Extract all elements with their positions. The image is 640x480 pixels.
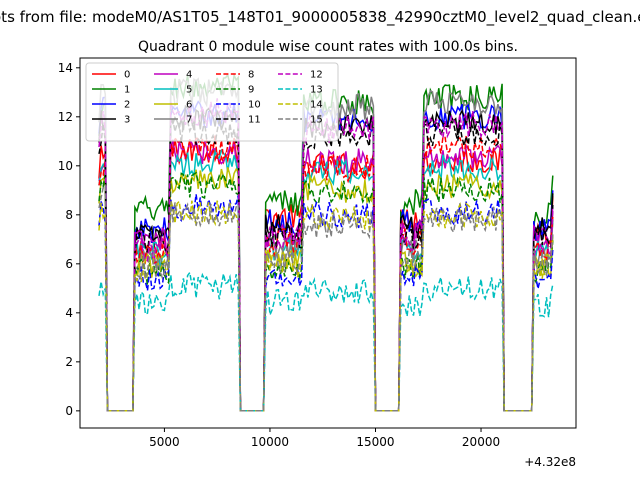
legend-label-7: 7 [186,115,192,126]
legend-label-10: 10 [248,100,261,111]
y-tick-label: 0 [65,404,73,418]
chart-title: Quadrant 0 module wise count rates with … [138,39,518,55]
series-line-6 [98,166,554,412]
legend-label-13: 13 [310,85,323,96]
legend-label-8: 8 [248,70,254,81]
legend-label-6: 6 [186,100,192,111]
legend-label-14: 14 [310,100,323,111]
y-tick-label: 6 [65,257,73,271]
x-tick-label: 20000 [462,435,500,449]
series-line-14 [98,199,554,412]
legend-label-12: 12 [310,70,323,81]
legend-label-3: 3 [124,115,130,126]
series-line-15 [98,183,554,412]
series-line-5 [98,148,554,412]
y-tick-label: 10 [58,159,73,173]
legend-label-9: 9 [248,85,254,96]
legend-frame [85,62,339,142]
y-tick-label: 2 [65,355,73,369]
series-line-9 [98,171,554,412]
series-line-13 [98,270,554,412]
legend-label-15: 15 [310,115,323,126]
y-tick-label: 4 [65,306,73,320]
figure-suptitle: Plots from file: modeM0/AS1T05_148T01_90… [0,8,640,27]
x-axis: 5000 10000 15000 20000 [149,428,500,449]
x-tick-label: 10000 [251,435,289,449]
legend-label-1: 1 [124,85,130,96]
y-axis: 0 2 4 6 8 10 12 14 [58,61,80,418]
legend-label-11: 11 [248,115,261,126]
y-tick-label: 14 [58,61,73,75]
x-offset-label: +4.32e8 [524,455,576,469]
legend-label-2: 2 [124,100,130,111]
series-line-12 [98,98,554,412]
axes-frame [79,57,577,429]
plot-area [98,72,554,412]
legend-label-0: 0 [124,70,130,81]
series-line-10 [98,194,554,412]
y-tick-label: 12 [58,110,73,124]
x-tick-label: 5000 [149,435,180,449]
y-tick-label: 8 [65,208,73,222]
x-tick-label: 15000 [356,435,394,449]
legend-label-5: 5 [186,85,192,96]
legend-label-4: 4 [186,70,192,81]
